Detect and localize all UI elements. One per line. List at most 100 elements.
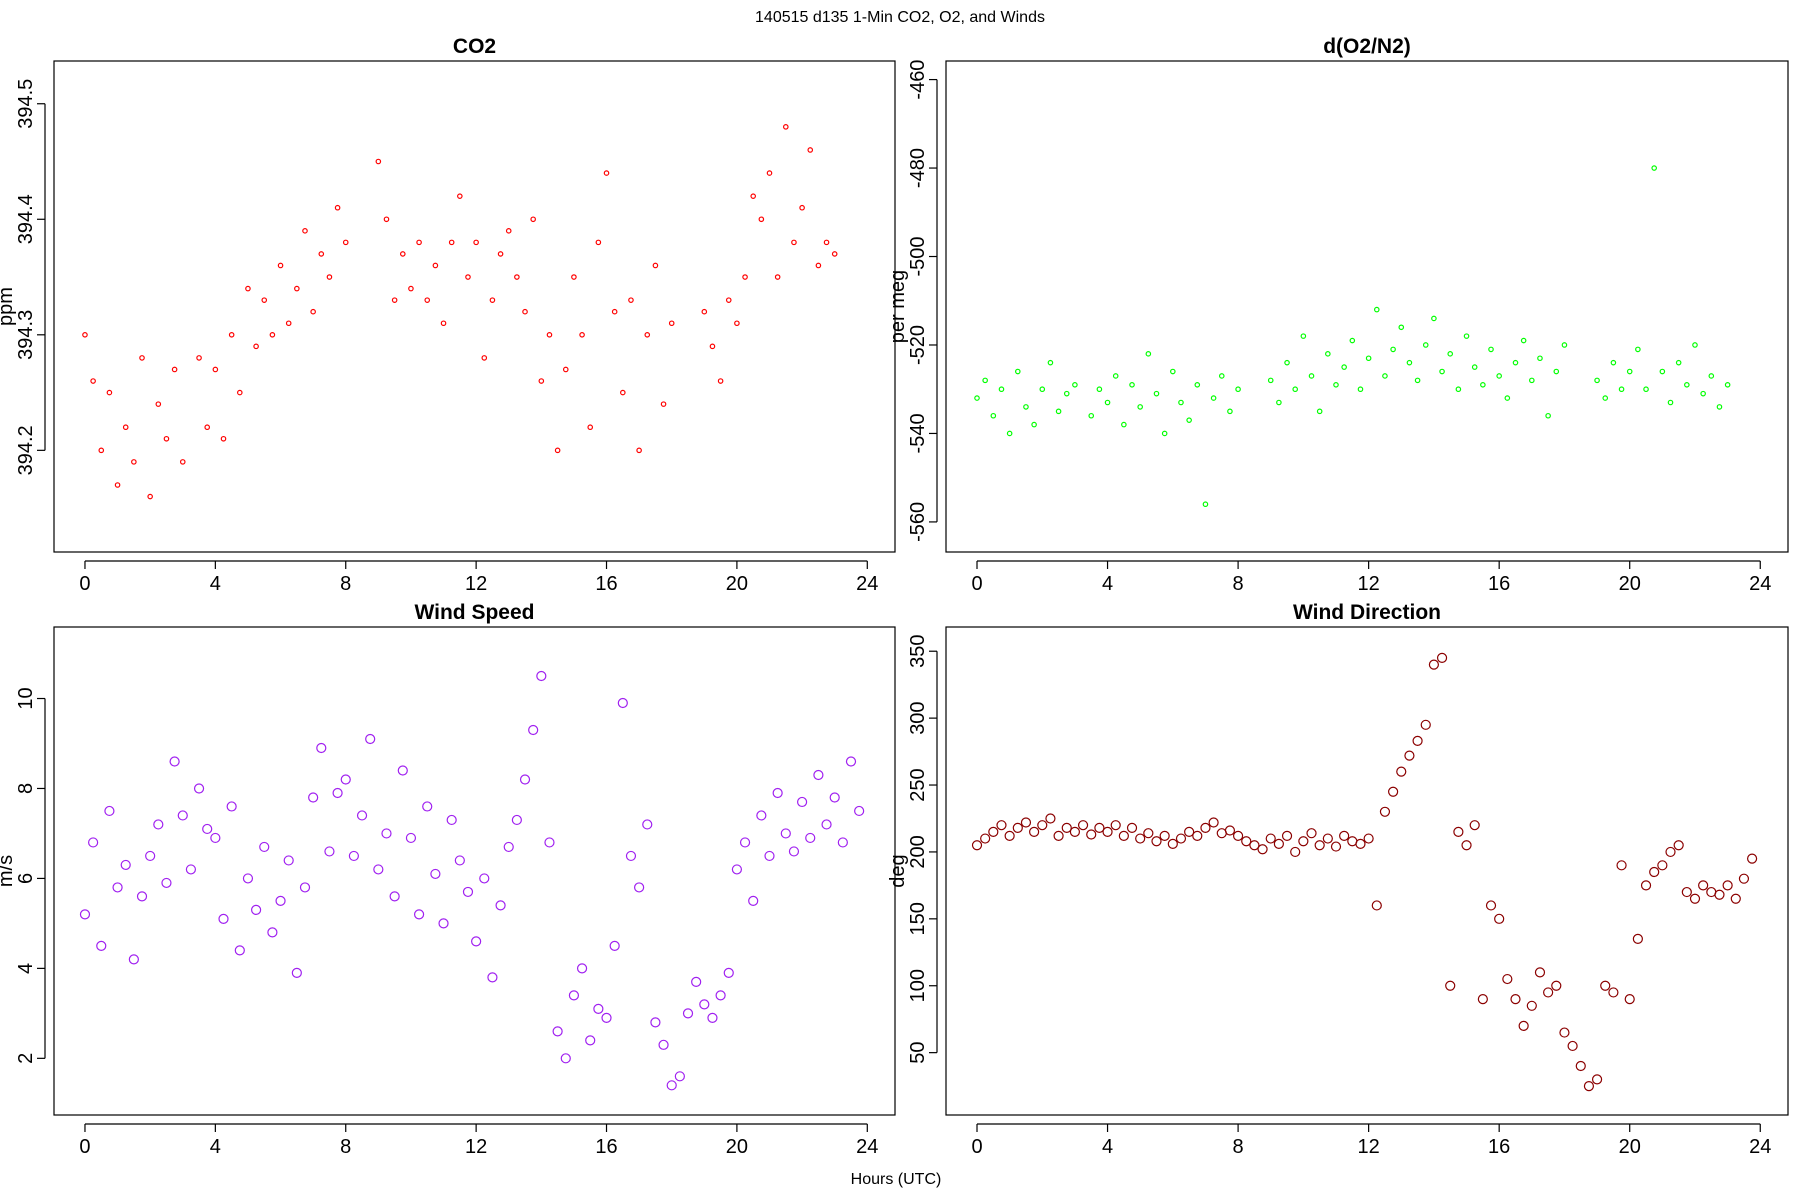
- point: [546, 332, 553, 338]
- point: [660, 401, 667, 407]
- y-tick-label: -460: [907, 60, 929, 100]
- x-tick-label: 24: [856, 1136, 878, 1158]
- point: [579, 332, 585, 338]
- y-tick-label: 6: [15, 873, 37, 884]
- point: [218, 913, 229, 925]
- point: [1461, 840, 1472, 851]
- point: [1396, 766, 1407, 777]
- point: [120, 859, 131, 871]
- point: [291, 967, 302, 978]
- y-tick-label: 394.3: [15, 310, 37, 360]
- point: [731, 864, 743, 875]
- point: [823, 239, 830, 246]
- point: [226, 801, 237, 812]
- point: [465, 274, 471, 280]
- point: [1649, 866, 1660, 878]
- point: [1716, 404, 1723, 410]
- point: [424, 297, 431, 303]
- point: [1496, 373, 1502, 379]
- y-tick-label: 150: [907, 902, 929, 935]
- point: [766, 170, 773, 176]
- point: [1422, 342, 1429, 348]
- point: [1072, 381, 1078, 388]
- point: [1526, 1000, 1537, 1011]
- point: [1640, 880, 1652, 891]
- point: [1414, 377, 1421, 384]
- point: [1518, 1020, 1529, 1031]
- point: [399, 251, 406, 257]
- point: [1439, 368, 1445, 375]
- point: [796, 796, 808, 808]
- point: [601, 1012, 612, 1023]
- point: [96, 940, 107, 951]
- point: [998, 386, 1005, 393]
- point: [544, 837, 555, 848]
- point: [1184, 826, 1195, 837]
- point: [1553, 368, 1560, 375]
- point: [1406, 359, 1413, 366]
- point: [758, 216, 765, 223]
- point: [1330, 841, 1342, 852]
- point: [780, 828, 791, 839]
- point: [1700, 390, 1706, 397]
- y-tick-label: -500: [907, 236, 929, 276]
- point: [1488, 346, 1494, 353]
- point: [1267, 377, 1274, 384]
- y-tick-label: 2: [15, 1053, 37, 1064]
- point: [585, 1035, 596, 1046]
- point: [756, 810, 767, 821]
- x-tick-label: 8: [340, 1136, 351, 1158]
- x-tick-label: 8: [1233, 1136, 1244, 1158]
- panel-title: d(O2/N2): [1323, 35, 1411, 58]
- point: [609, 940, 620, 951]
- point: [1583, 1080, 1595, 1092]
- x-tick-label: 16: [1488, 573, 1510, 595]
- point: [342, 239, 349, 246]
- point: [674, 1071, 685, 1082]
- point: [1445, 980, 1456, 991]
- point: [277, 262, 284, 269]
- point: [1178, 399, 1184, 406]
- point: [1436, 652, 1448, 664]
- point: [1290, 846, 1301, 858]
- point: [416, 239, 422, 246]
- point: [212, 366, 219, 373]
- point: [739, 837, 751, 848]
- y-tick-label: 200: [907, 835, 929, 868]
- point: [628, 297, 634, 303]
- point: [1480, 381, 1486, 388]
- point: [489, 297, 496, 303]
- point: [1053, 830, 1064, 841]
- point: [805, 832, 816, 844]
- y-tick-label: 8: [15, 783, 37, 794]
- point: [1673, 840, 1684, 851]
- point: [1382, 373, 1388, 379]
- point: [1061, 822, 1072, 833]
- point: [636, 447, 642, 454]
- point: [1153, 390, 1160, 397]
- point: [982, 377, 988, 384]
- point: [114, 482, 121, 488]
- point: [1300, 333, 1307, 339]
- y-tick-label: 394.4: [15, 194, 37, 244]
- point: [269, 332, 276, 338]
- point: [251, 904, 262, 916]
- point: [666, 1080, 677, 1091]
- point: [587, 424, 594, 431]
- point: [1355, 838, 1366, 850]
- x-tick-label: 0: [971, 573, 982, 595]
- plot-frame: [53, 626, 896, 1116]
- point: [1559, 1027, 1570, 1038]
- point: [1398, 324, 1405, 331]
- point: [1600, 980, 1611, 991]
- point: [799, 204, 805, 211]
- point: [980, 833, 991, 844]
- plot-frame: [945, 626, 1789, 1116]
- point: [788, 846, 800, 857]
- point: [234, 945, 245, 956]
- point: [365, 733, 376, 745]
- point: [815, 262, 822, 269]
- point: [1689, 893, 1701, 904]
